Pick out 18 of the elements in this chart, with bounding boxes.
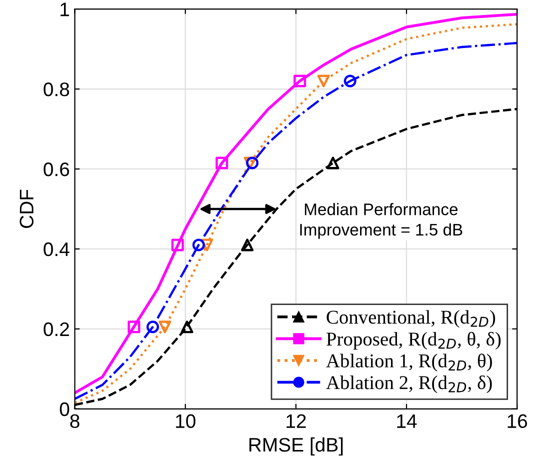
y-tick-label: 0 — [60, 402, 70, 416]
x-tick-label: 14 — [397, 414, 417, 428]
y-tick-label: 0.6 — [44, 162, 70, 176]
x-tick-label: 10 — [176, 414, 196, 428]
y-axis-title: CDF — [20, 190, 34, 228]
y-tick-label: 0.4 — [44, 242, 70, 256]
y-tick-label: 1 — [60, 2, 69, 16]
y-tick-label: 0.2 — [44, 322, 69, 336]
x-axis-title: RMSE [dB] — [249, 437, 343, 456]
legend-label: Proposed, R(d$_{2D}$, θ, δ) — [326, 332, 501, 350]
y-tick-label: 0.8 — [44, 82, 70, 96]
legend-label: Ablation 2, R(d$_{2D}$, δ) — [326, 375, 492, 394]
annotation: Median Performance Improvement = 1.5 dB — [300, 203, 462, 239]
legend-label: Conventional, R(d$_{2D}$) — [326, 310, 496, 328]
legend-label: Ablation 1, R(d$_{2D}$, θ) — [326, 354, 492, 372]
x-tick-label: 12 — [286, 414, 306, 428]
x-tick-label: 16 — [508, 414, 528, 428]
x-tick-label: 8 — [70, 414, 80, 428]
